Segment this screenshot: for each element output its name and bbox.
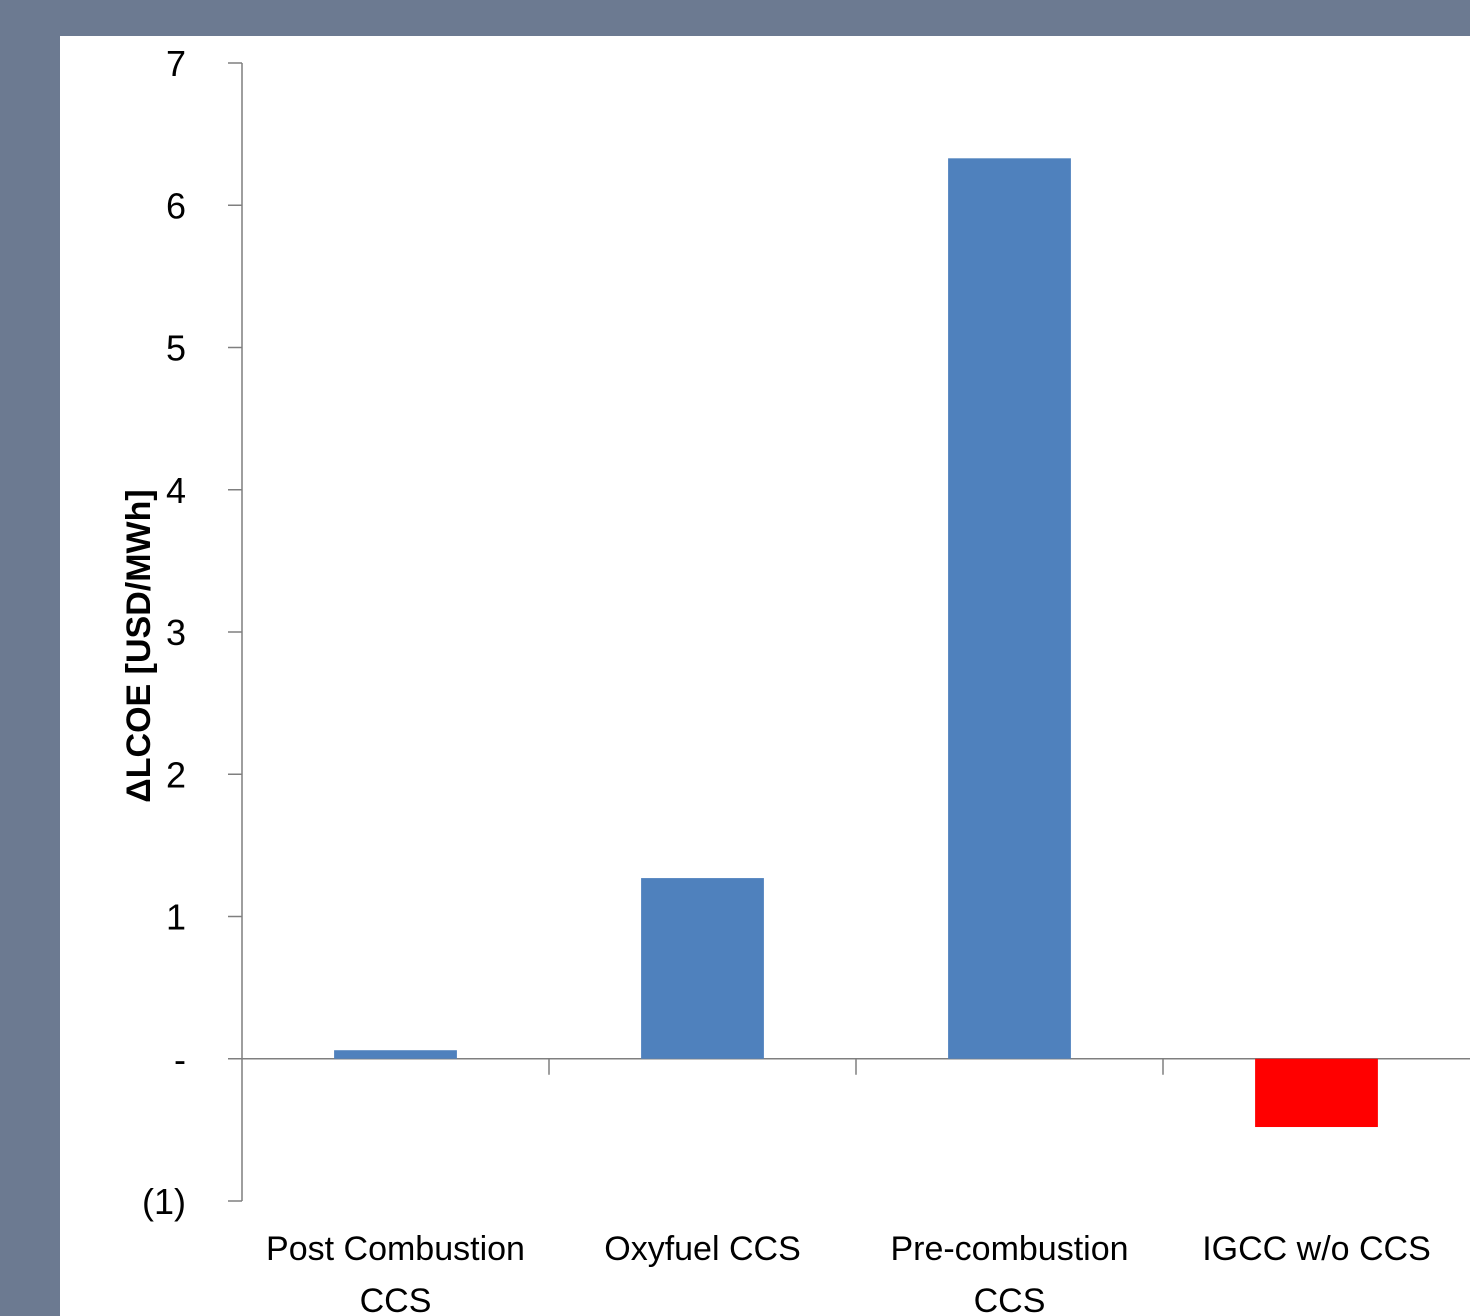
bar: [334, 1050, 457, 1059]
frame-left-band: [0, 0, 12, 1316]
plot-panel: [60, 36, 1470, 1316]
y-tick-label: 5: [166, 328, 186, 369]
y-tick-label: 2: [166, 754, 186, 795]
y-tick-label: 6: [166, 185, 186, 226]
y-tick-label: 3: [166, 612, 186, 653]
bar: [948, 158, 1071, 1059]
bar: [641, 878, 764, 1059]
y-axis: 7 6 5 4 3 2 1 - (1): [142, 43, 243, 1222]
y-tick-label: 7: [166, 43, 186, 84]
category-label: Pre-combustion: [890, 1230, 1128, 1268]
y-tick-label: 4: [166, 470, 186, 511]
y-tick-label: 1: [166, 897, 186, 938]
frame-left-inner-band: [12, 36, 60, 1316]
y-axis-title-group: ΔLCOE [USD/MWh]: [120, 489, 158, 802]
y-tick-label: (1): [142, 1181, 186, 1222]
bars: [334, 158, 1378, 1128]
y-axis-title: ΔLCOE [USD/MWh]: [120, 489, 158, 802]
category-label: CCS: [974, 1282, 1046, 1316]
bar: [1255, 1058, 1378, 1128]
category-label: IGCC w/o CCS: [1202, 1230, 1431, 1268]
frame-top-band: [0, 0, 1470, 36]
category-label: Oxyfuel CCS: [604, 1230, 801, 1268]
category-label: CCS: [360, 1282, 432, 1316]
category-label: Post Combustion: [266, 1230, 525, 1268]
category-labels: Post Combustion CCS Oxyfuel CCS Pre-combust…: [266, 1230, 1431, 1316]
y-tick-label: -: [174, 1039, 186, 1080]
